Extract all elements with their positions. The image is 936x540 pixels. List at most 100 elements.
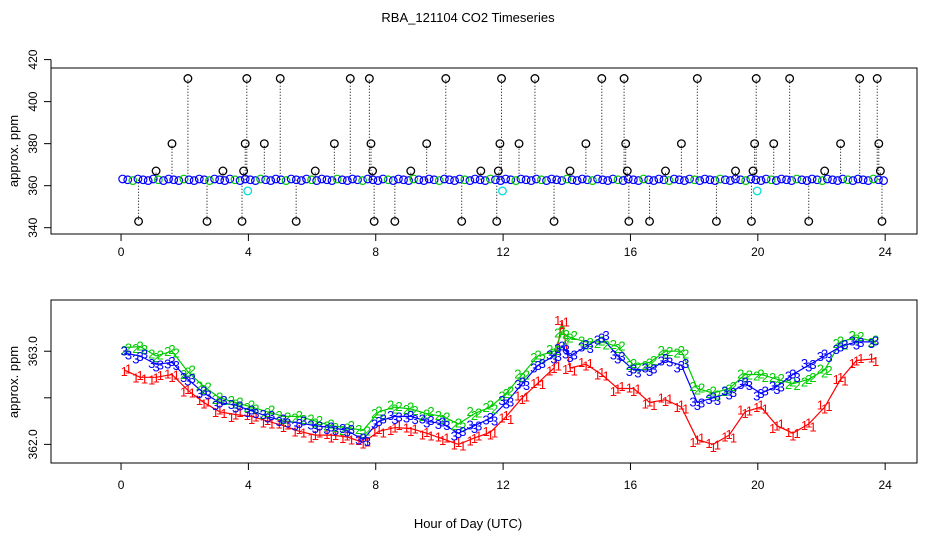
bottom-series-symbol-3: 3 (471, 421, 478, 436)
bottom-series-symbol-2: 2 (689, 379, 696, 394)
bottom-series-symbol-3: 3 (244, 405, 251, 420)
bottom-series-symbol-1: 1 (276, 416, 283, 431)
bottom-series-symbol-2: 2 (805, 372, 812, 387)
bottom-series-symbol-1: 1 (260, 415, 267, 430)
bottom-series-symbol-1: 1 (375, 422, 382, 437)
bottom-series-symbol-1: 1 (248, 412, 255, 427)
top-spike-marker (565, 166, 575, 176)
top-base-point (368, 175, 378, 185)
bottom-series-symbol-3: 3 (205, 387, 212, 402)
bottom-series-symbol-2: 2 (594, 336, 601, 351)
bottom-series-symbol-2: 2 (359, 426, 366, 441)
bottom-series-symbol-3: 3 (487, 410, 494, 425)
bottom-series-symbol-1: 1 (507, 412, 514, 427)
bottom-series-symbol-3: 3 (587, 341, 594, 356)
bottom-series-symbol-2: 2 (507, 384, 514, 399)
top-spike-marker (291, 216, 301, 226)
bottom-series-symbol-1: 1 (189, 386, 196, 401)
bottom-series-symbol-3: 3 (307, 418, 314, 433)
top-base-point (634, 176, 643, 185)
top-base-point (348, 174, 357, 184)
bottom-series-symbol-3: 3 (546, 348, 553, 363)
bottom-series-symbol-3: 3 (555, 349, 562, 364)
top-base-point (863, 176, 873, 185)
top-base-point (725, 176, 735, 185)
bottom-series-symbol-2: 2 (443, 409, 450, 424)
top-spike-marker (855, 74, 865, 83)
bottom-series-symbol-1: 1 (125, 362, 132, 377)
bottom-series-symbol-2: 2 (132, 341, 139, 356)
bottom-series-symbol-1: 1 (148, 373, 155, 388)
top-base-point (802, 176, 812, 185)
bottom-series-symbol-1: 1 (332, 428, 339, 443)
bottom-series-symbol-1: 1 (264, 413, 271, 428)
bottom-y-tick-label: 362.0 (26, 429, 40, 459)
bottom-series-symbol-3: 3 (872, 334, 879, 349)
bottom-series-symbol-3: 3 (152, 360, 159, 375)
top-spike-marker (495, 139, 505, 149)
top-base-point (644, 175, 654, 185)
top-base-point (537, 175, 546, 185)
bottom-series-symbol-3: 3 (741, 374, 748, 389)
top-spike-marker (366, 139, 376, 149)
bottom-series-symbol-3: 3 (380, 412, 387, 427)
bottom-series-symbol-3: 3 (868, 336, 875, 351)
bottom-series-symbol-1: 1 (252, 409, 259, 424)
top-base-point (674, 175, 684, 185)
bottom-series-symbol-3: 3 (407, 408, 414, 423)
bottom-series-symbol-2: 2 (180, 367, 187, 382)
bottom-series-symbol-1: 1 (471, 431, 478, 446)
bottom-series-symbol-2: 2 (602, 337, 609, 352)
top-base-point (613, 175, 623, 185)
bottom-series-symbol-1: 1 (427, 429, 434, 444)
top-base-point (807, 174, 817, 184)
bottom-series-symbol-2: 2 (721, 384, 728, 399)
bottom-series-symbol-2: 2 (535, 348, 542, 363)
bottom-series-symbol-2: 2 (439, 412, 446, 427)
bottom-x-axis: 0 4 8 12 16 20 24 (118, 462, 892, 492)
top-base-point (450, 176, 459, 185)
bottom-series-symbol-1: 1 (300, 426, 307, 441)
top-base-point (143, 176, 153, 185)
top-base-point (205, 176, 214, 185)
top-plot-frame (50, 67, 918, 235)
bottom-series-symbol-2: 2 (821, 365, 828, 380)
bottom-series-symbol-3: 3 (200, 384, 207, 399)
top-base-point (245, 175, 255, 185)
bottom-series-symbol-3: 3 (121, 344, 128, 359)
top-base-point (685, 174, 694, 184)
top-x-tick-label: 8 (372, 245, 379, 259)
bottom-series-symbol-2: 2 (598, 334, 605, 349)
bottom-series-symbol-3: 3 (419, 412, 426, 427)
bottom-series-symbol-3: 3 (212, 398, 219, 413)
bottom-series-symbol-3: 3 (563, 342, 570, 357)
bottom-series-symbol-2: 2 (467, 404, 474, 419)
top-base-point (771, 176, 781, 185)
top-y-tick-label: 400 (26, 91, 40, 111)
bottom-series-symbol-3: 3 (248, 403, 255, 418)
bottom-series-symbol-2: 2 (291, 411, 298, 426)
bottom-series-symbol-1: 1 (132, 370, 139, 385)
bottom-series-symbol-3: 3 (189, 371, 196, 386)
top-spike-marker (275, 74, 285, 83)
top-spike-marker (804, 216, 814, 226)
bottom-series-symbol-1: 1 (364, 434, 371, 449)
bottom-series-symbol-3: 3 (328, 419, 335, 434)
bottom-series-symbol-2: 2 (634, 359, 641, 374)
bottom-series-symbol-3: 3 (730, 385, 737, 400)
bottom-series-symbol-3: 3 (371, 416, 378, 431)
top-base-point (552, 175, 562, 185)
top-spike-marker (134, 216, 144, 226)
top-base-point (506, 175, 516, 185)
bottom-series-symbol-3: 3 (348, 422, 355, 437)
bottom-series-symbol-1: 1 (236, 405, 243, 420)
bottom-series-symbol-3: 3 (785, 369, 792, 384)
bottom-series-symbol-2: 2 (391, 401, 398, 416)
bottom-series-symbol-1: 1 (563, 314, 570, 329)
top-base-point (700, 174, 710, 184)
top-spike-marker (239, 166, 249, 176)
bottom-series-symbol-3: 3 (853, 337, 860, 352)
bottom-series-symbol-2: 2 (236, 394, 243, 409)
bottom-series-symbol-1: 1 (705, 436, 712, 451)
top-spike-marker (476, 166, 486, 176)
